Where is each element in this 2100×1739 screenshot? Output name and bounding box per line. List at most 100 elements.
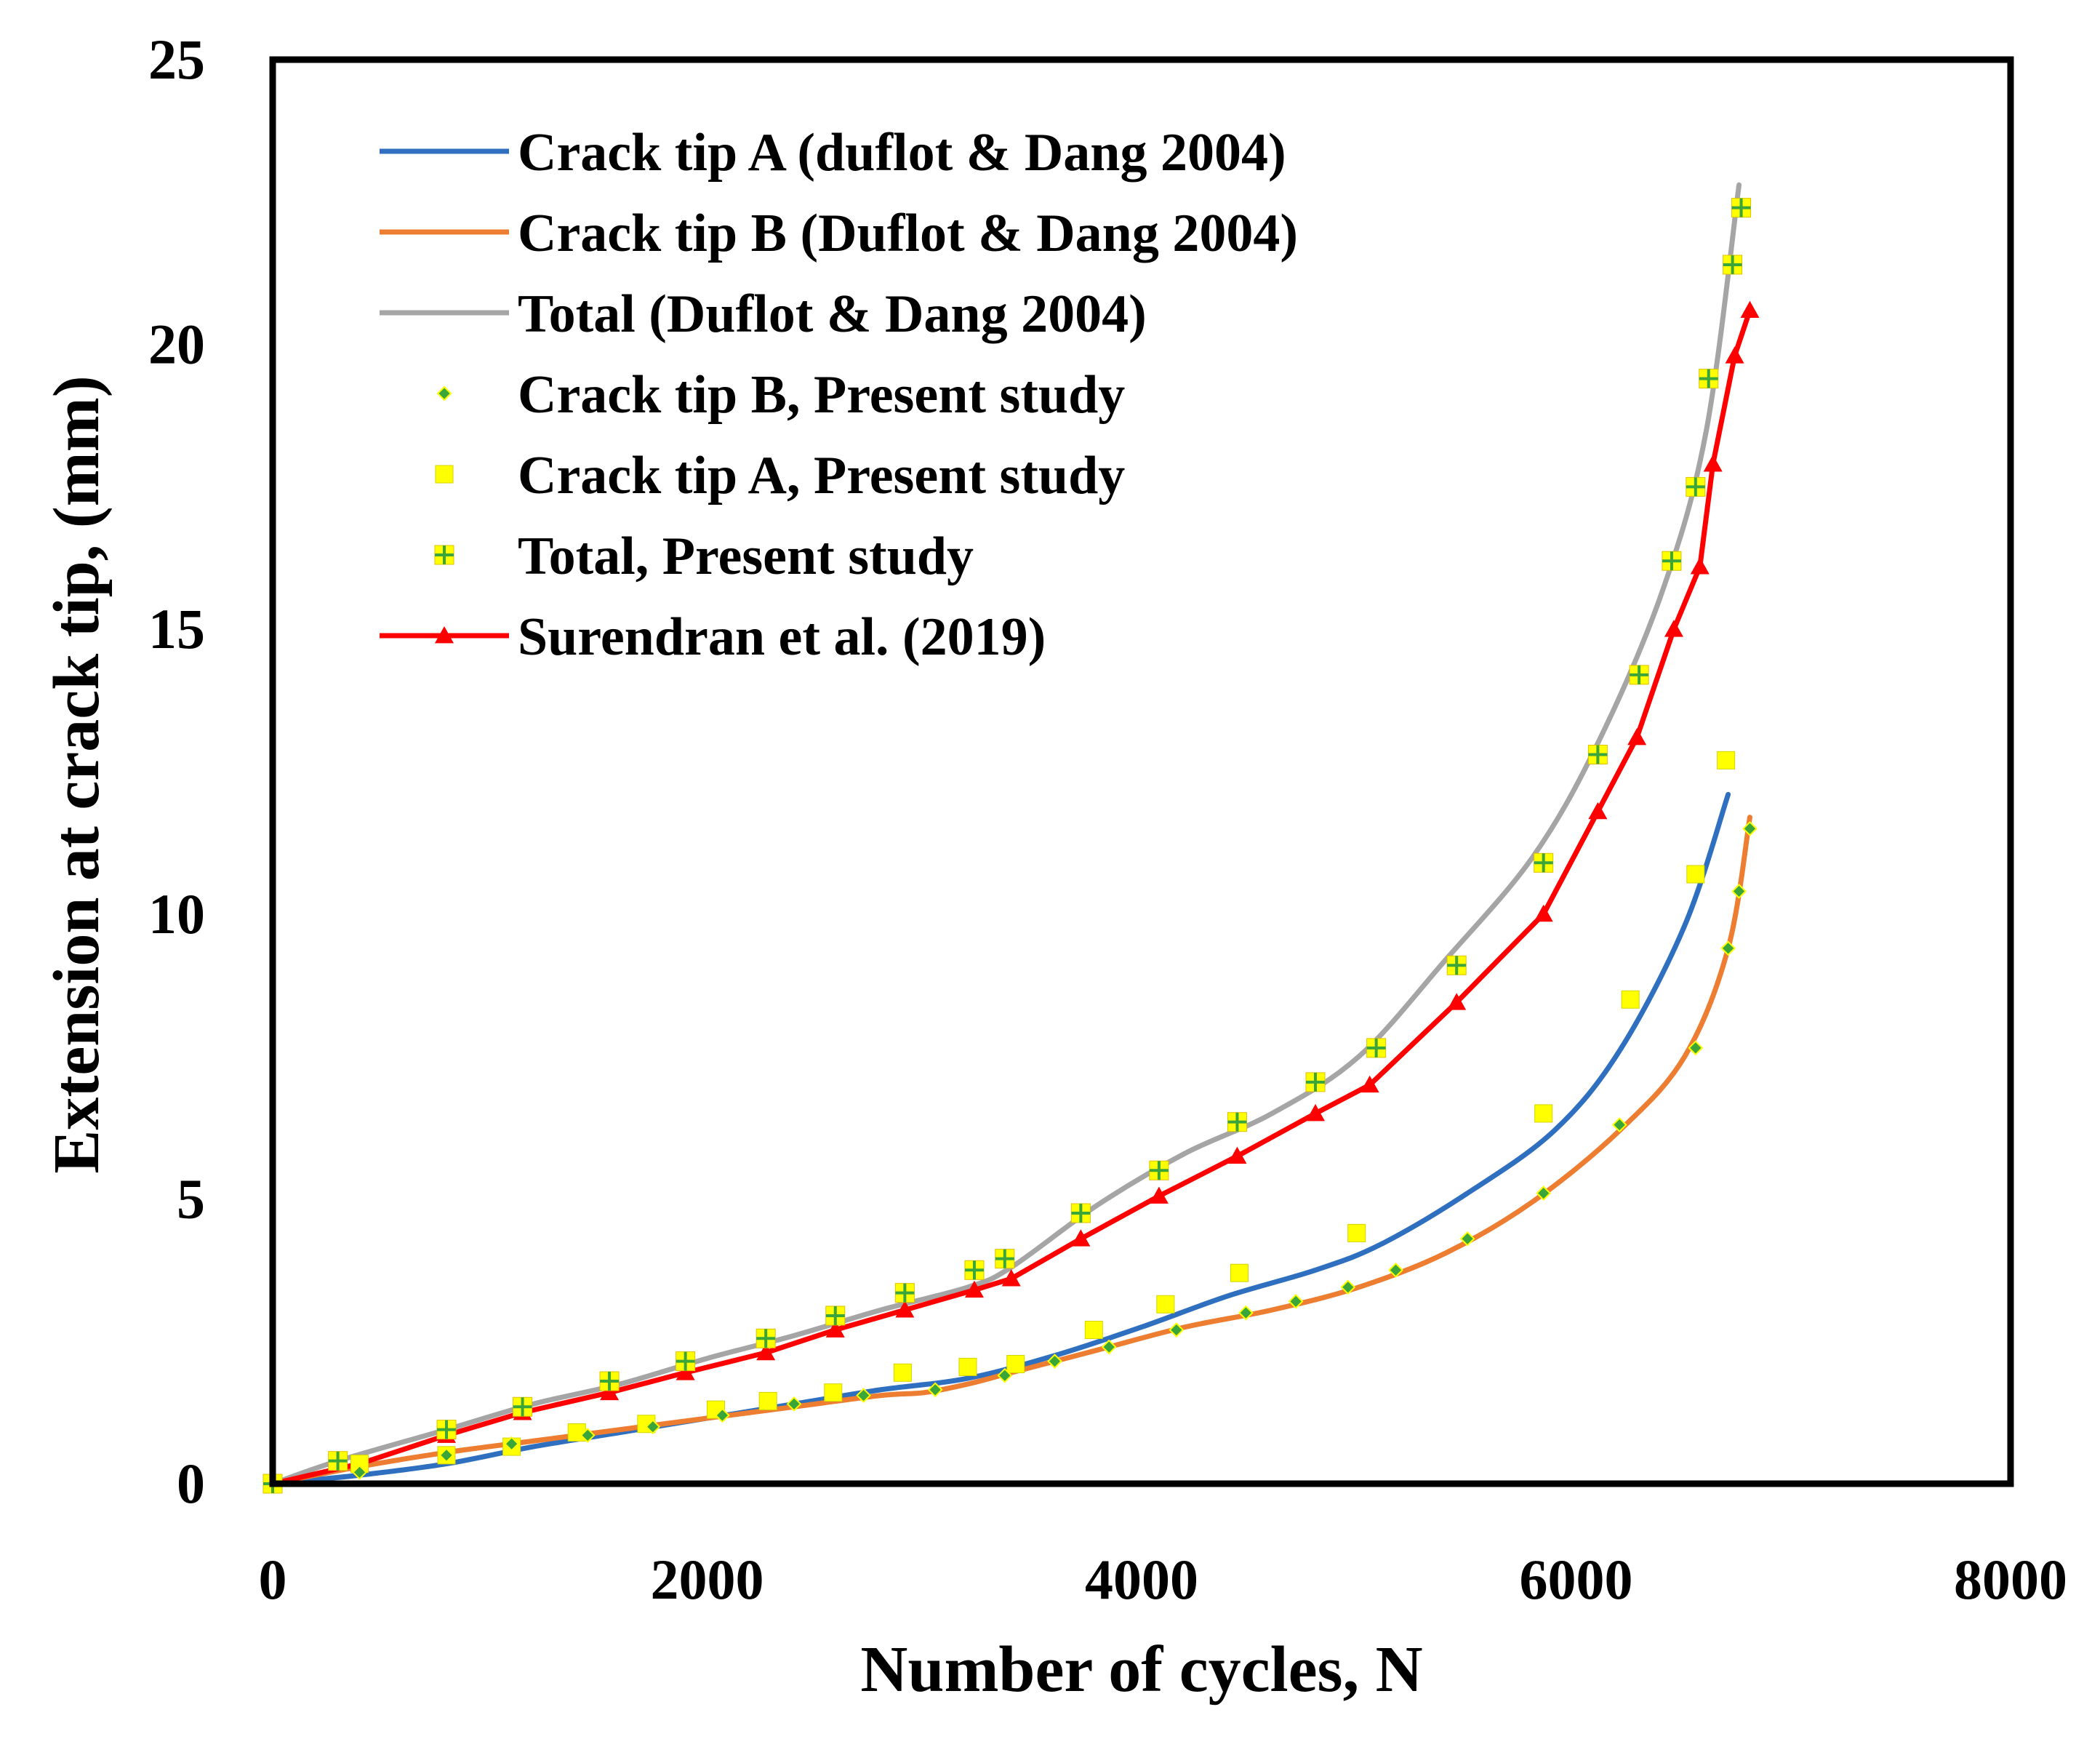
legend-label: Crack tip A (duflot & Dang 2004) — [518, 123, 1286, 183]
series-total-present-study — [262, 198, 1752, 1494]
data-point — [352, 1464, 367, 1480]
series-surendran-et-al-2019 — [263, 300, 1760, 1492]
x-tick-label: 0 — [259, 1548, 287, 1611]
data-point — [1690, 557, 1710, 575]
legend-item: Total (Duflot & Dang 2004) — [380, 284, 1147, 344]
legend-label: Crack tip B (Duflot & Dang 2004) — [518, 204, 1298, 263]
data-point — [1227, 1112, 1247, 1132]
data-point — [1305, 1072, 1326, 1092]
data-point — [328, 1451, 348, 1471]
data-point — [1446, 955, 1467, 975]
series-total-duflot-dang-2004 — [270, 182, 1742, 1487]
data-point — [1084, 1321, 1103, 1340]
data-point — [964, 1280, 984, 1298]
data-point — [1703, 455, 1723, 472]
y-tick-label: 10 — [148, 882, 205, 946]
legend-label: Crack tip A, Present study — [518, 446, 1125, 505]
legend-label: Total (Duflot & Dang 2004) — [518, 284, 1147, 344]
x-tick-label: 6000 — [1520, 1548, 1633, 1611]
data-point — [600, 1383, 620, 1401]
data-point — [1156, 1295, 1175, 1314]
data-point — [676, 1363, 695, 1380]
data-point — [1101, 1339, 1117, 1355]
plot-area-frame — [269, 56, 2014, 1487]
data-point — [825, 1306, 846, 1326]
data-point — [927, 1382, 943, 1398]
data-point — [1717, 751, 1736, 769]
data-point — [1731, 884, 1747, 899]
data-point — [824, 1383, 843, 1402]
series-layer — [262, 182, 1760, 1494]
data-point — [758, 1391, 777, 1410]
data-point — [513, 1396, 533, 1417]
data-point — [645, 1419, 661, 1435]
data-point — [825, 1320, 845, 1338]
legend: Crack tip A (duflot & Dang 2004) Crack ti… — [380, 123, 1298, 667]
data-point — [1306, 1103, 1325, 1122]
data-point — [1366, 1038, 1387, 1058]
legend-swatch-marker — [435, 626, 454, 644]
data-point — [1587, 745, 1608, 765]
data-point — [1340, 1279, 1356, 1295]
legend-item: Crack tip A (duflot & Dang 2004) — [380, 123, 1286, 183]
data-point — [1664, 620, 1683, 637]
y-tick-label: 20 — [148, 313, 205, 376]
data-point — [1227, 1146, 1247, 1164]
data-point — [786, 1396, 802, 1412]
data-point — [1725, 346, 1744, 364]
data-point — [1238, 1305, 1254, 1321]
data-point — [1629, 665, 1649, 685]
y-tick-label: 15 — [148, 597, 205, 660]
data-point — [504, 1436, 520, 1452]
data-point — [1688, 1040, 1704, 1056]
legend-item: Crack tip B (Duflot & Dang 2004) — [380, 204, 1298, 263]
data-point — [958, 1357, 977, 1376]
data-point — [1723, 255, 1743, 275]
series-line — [270, 182, 1742, 1487]
data-point — [1006, 1355, 1025, 1374]
series-line — [270, 791, 1731, 1487]
data-point — [1149, 1160, 1169, 1180]
data-point — [1047, 1354, 1062, 1370]
data-point — [1686, 865, 1705, 884]
data-point — [1627, 728, 1647, 745]
data-point — [1588, 801, 1608, 820]
legend-swatch-marker — [434, 545, 454, 565]
data-point — [1071, 1229, 1091, 1247]
data-point — [893, 1363, 912, 1382]
data-point — [1699, 369, 1719, 389]
data-point — [1534, 852, 1554, 873]
data-point — [438, 1447, 454, 1463]
data-point — [1740, 300, 1760, 319]
data-point — [714, 1407, 730, 1423]
legend-label: Crack tip B, Present study — [518, 365, 1125, 425]
data-point — [1001, 1269, 1021, 1287]
data-point — [756, 1343, 776, 1361]
y-axis-title: Extension at crack tip, (mm) — [41, 375, 113, 1173]
legend-item: Crack tip B, Present study — [436, 365, 1125, 425]
data-point — [1447, 993, 1467, 1010]
y-tick-label: 25 — [148, 28, 205, 91]
x-tick-label: 8000 — [1954, 1548, 2067, 1611]
legend-label: Total, Present study — [518, 527, 974, 586]
series-crack-tip-a-duflot-dang-2004 — [270, 791, 1731, 1487]
data-point — [1720, 940, 1736, 956]
data-point — [1686, 476, 1706, 497]
legend-label: Surendran et al. (2019) — [518, 607, 1046, 667]
data-point — [895, 1300, 915, 1318]
x-axis-title: Number of cycles, N — [860, 1634, 1422, 1706]
data-point — [1230, 1263, 1249, 1282]
data-point — [1534, 904, 1553, 922]
data-point — [1169, 1322, 1185, 1338]
data-point — [436, 1420, 457, 1440]
data-point — [894, 1283, 915, 1303]
data-point — [599, 1371, 620, 1391]
x-tick-label: 2000 — [651, 1548, 764, 1611]
data-point — [997, 1367, 1013, 1383]
x-axis-ticks: 0 2000 4000 6000 8000 — [259, 1548, 2068, 1611]
legend-item: Crack tip A, Present study — [435, 446, 1125, 505]
data-point — [676, 1351, 696, 1372]
data-point — [1536, 1186, 1552, 1201]
